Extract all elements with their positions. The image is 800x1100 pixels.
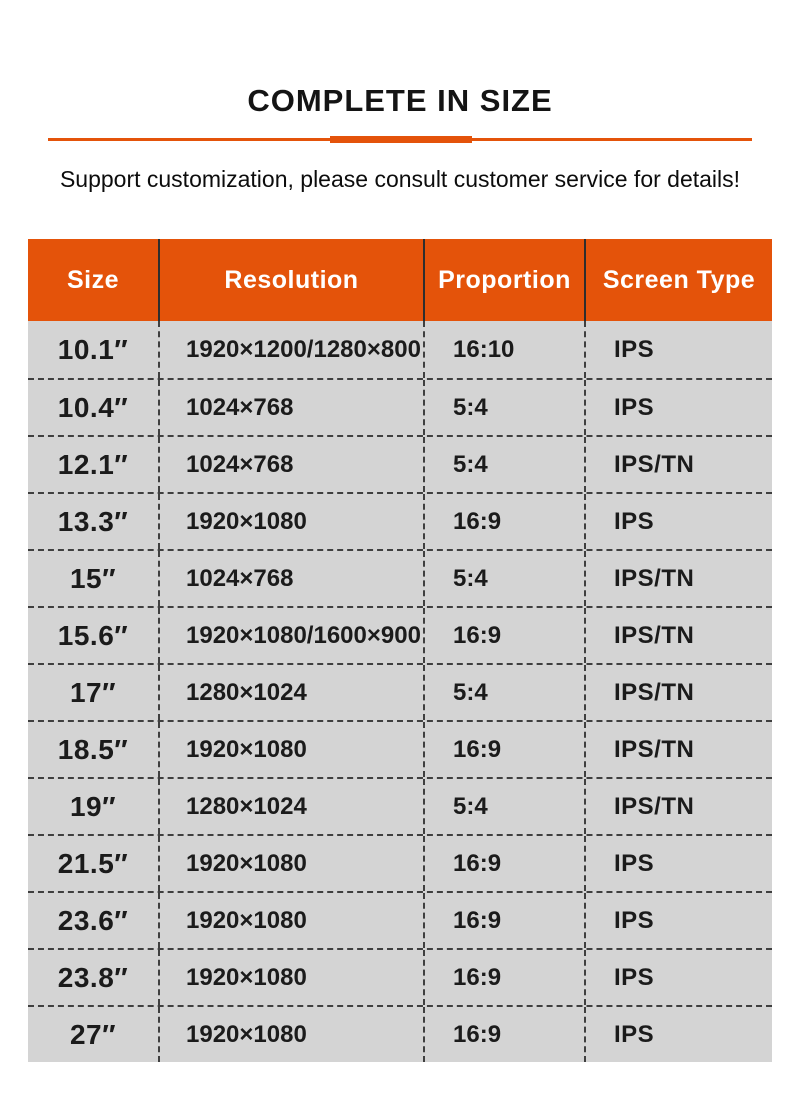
cell-proportion: 16:9 bbox=[423, 494, 584, 549]
cell-size: 15.6″ bbox=[57, 619, 129, 651]
cell-size: 10.4″ bbox=[57, 391, 129, 423]
title-underline bbox=[48, 136, 752, 143]
cell-resolution: 1024×768 bbox=[158, 551, 423, 606]
cell-size: 13.3″ bbox=[57, 505, 129, 537]
cell-proportion: 16:9 bbox=[423, 836, 584, 891]
cell-proportion: 16:10 bbox=[423, 321, 584, 378]
table-row: 18.5″ 1920×1080 16:9 IPS/TN bbox=[28, 720, 772, 777]
table-row: 19″ 1280×1024 5:4 IPS/TN bbox=[28, 777, 772, 834]
cell-screen-type: IPS/TN bbox=[584, 779, 772, 834]
cell-proportion: 16:9 bbox=[423, 1007, 584, 1062]
cell-size: 18.5″ bbox=[57, 733, 129, 765]
table-row: 23.6″ 1920×1080 16:9 IPS bbox=[28, 891, 772, 948]
cell-proportion: 16:9 bbox=[423, 893, 584, 948]
cell-size: 12.1″ bbox=[57, 448, 129, 480]
column-header-size: Size bbox=[66, 265, 120, 294]
cell-size: 17″ bbox=[69, 676, 117, 708]
cell-resolution: 1920×1080/1600×900 bbox=[158, 608, 423, 663]
table-row: 17″ 1280×1024 5:4 IPS/TN bbox=[28, 663, 772, 720]
table-row: 27″ 1920×1080 16:9 IPS bbox=[28, 1005, 772, 1062]
table-row: 13.3″ 1920×1080 16:9 IPS bbox=[28, 492, 772, 549]
cell-proportion: 16:9 bbox=[423, 722, 584, 777]
cell-proportion: 16:9 bbox=[423, 608, 584, 663]
cell-resolution: 1280×1024 bbox=[158, 665, 423, 720]
title-underline-accent bbox=[330, 136, 472, 143]
table-row: 15.6″ 1920×1080/1600×900 16:9 IPS/TN bbox=[28, 606, 772, 663]
cell-resolution: 1024×768 bbox=[158, 437, 423, 492]
cell-screen-type: IPS/TN bbox=[584, 608, 772, 663]
table-row: 10.1″ 1920×1200/1280×800 16:10 IPS bbox=[28, 321, 772, 378]
page-title: COMPLETE IN SIZE bbox=[247, 83, 553, 118]
cell-resolution: 1920×1080 bbox=[158, 722, 423, 777]
cell-size: 10.1″ bbox=[57, 333, 129, 365]
cell-proportion: 5:4 bbox=[423, 437, 584, 492]
cell-proportion: 5:4 bbox=[423, 779, 584, 834]
cell-size: 23.6″ bbox=[57, 904, 129, 936]
cell-screen-type: IPS bbox=[584, 494, 772, 549]
cell-screen-type: IPS/TN bbox=[584, 665, 772, 720]
cell-proportion: 16:9 bbox=[423, 950, 584, 1005]
table-row: 21.5″ 1920×1080 16:9 IPS bbox=[28, 834, 772, 891]
table-body: 10.1″ 1920×1200/1280×800 16:10 IPS 10.4″ 1024… bbox=[28, 321, 772, 1062]
cell-size: 21.5″ bbox=[57, 847, 129, 879]
size-spec-table: Size Resolution Proportion Screen Type 1… bbox=[28, 239, 772, 1062]
column-header-screen-type: Screen Type bbox=[584, 239, 772, 321]
table-header-row: Size Resolution Proportion Screen Type bbox=[28, 239, 772, 321]
cell-size: 23.8″ bbox=[57, 961, 129, 993]
cell-size: 27″ bbox=[69, 1018, 117, 1050]
cell-screen-type: IPS bbox=[584, 321, 772, 378]
table-row: 10.4″ 1024×768 5:4 IPS bbox=[28, 378, 772, 435]
cell-screen-type: IPS bbox=[584, 950, 772, 1005]
cell-resolution: 1024×768 bbox=[158, 380, 423, 435]
subtitle-note: Support customization, please consult cu… bbox=[59, 166, 741, 192]
table-row: 15″ 1024×768 5:4 IPS/TN bbox=[28, 549, 772, 606]
cell-screen-type: IPS bbox=[584, 893, 772, 948]
column-header-resolution: Resolution bbox=[158, 239, 423, 321]
cell-screen-type: IPS bbox=[584, 836, 772, 891]
cell-proportion: 5:4 bbox=[423, 551, 584, 606]
cell-resolution: 1920×1080 bbox=[158, 950, 423, 1005]
cell-resolution: 1920×1080 bbox=[158, 836, 423, 891]
cell-resolution: 1920×1200/1280×800 bbox=[158, 321, 423, 378]
cell-resolution: 1920×1080 bbox=[158, 494, 423, 549]
cell-screen-type: IPS/TN bbox=[584, 722, 772, 777]
table-row: 23.8″ 1920×1080 16:9 IPS bbox=[28, 948, 772, 1005]
cell-proportion: 5:4 bbox=[423, 665, 584, 720]
cell-resolution: 1920×1080 bbox=[158, 1007, 423, 1062]
cell-screen-type: IPS bbox=[584, 380, 772, 435]
cell-resolution: 1920×1080 bbox=[158, 893, 423, 948]
cell-screen-type: IPS/TN bbox=[584, 437, 772, 492]
cell-size: 15″ bbox=[69, 562, 117, 594]
cell-proportion: 5:4 bbox=[423, 380, 584, 435]
column-header-proportion: Proportion bbox=[423, 239, 584, 321]
cell-size: 19″ bbox=[69, 790, 117, 822]
cell-screen-type: IPS/TN bbox=[584, 551, 772, 606]
cell-screen-type: IPS bbox=[584, 1007, 772, 1062]
cell-resolution: 1280×1024 bbox=[158, 779, 423, 834]
table-row: 12.1″ 1024×768 5:4 IPS/TN bbox=[28, 435, 772, 492]
